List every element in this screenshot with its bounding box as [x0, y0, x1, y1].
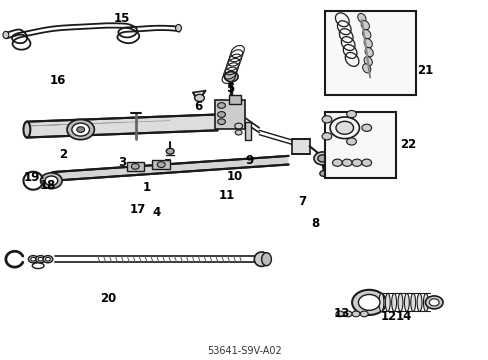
Circle shape — [317, 155, 327, 162]
Ellipse shape — [3, 31, 9, 39]
Circle shape — [157, 162, 165, 167]
Ellipse shape — [50, 172, 56, 181]
Text: 10: 10 — [226, 170, 243, 183]
Ellipse shape — [404, 293, 408, 311]
Circle shape — [344, 311, 351, 317]
Circle shape — [351, 311, 359, 317]
Circle shape — [77, 127, 84, 132]
Bar — [292, 139, 309, 154]
Circle shape — [67, 120, 94, 140]
Circle shape — [346, 111, 356, 118]
Circle shape — [43, 256, 53, 263]
Text: 4: 4 — [152, 206, 160, 219]
Circle shape — [361, 124, 371, 131]
Ellipse shape — [175, 24, 181, 32]
Text: 18: 18 — [40, 179, 56, 192]
Text: 11: 11 — [218, 189, 234, 202]
Text: 1: 1 — [142, 181, 150, 194]
Circle shape — [335, 121, 353, 134]
Circle shape — [217, 103, 225, 108]
Ellipse shape — [261, 253, 271, 266]
Bar — [228, 95, 241, 104]
Circle shape — [194, 94, 204, 102]
Ellipse shape — [361, 21, 368, 30]
Text: 21: 21 — [416, 64, 433, 77]
Ellipse shape — [416, 293, 421, 311]
Text: 14: 14 — [394, 310, 411, 323]
Circle shape — [217, 112, 225, 117]
Ellipse shape — [397, 293, 402, 311]
Ellipse shape — [23, 122, 30, 138]
Circle shape — [342, 159, 351, 166]
Circle shape — [335, 311, 343, 317]
Circle shape — [45, 176, 58, 185]
Circle shape — [428, 299, 438, 306]
Circle shape — [131, 163, 139, 169]
Ellipse shape — [362, 64, 370, 73]
Bar — [152, 160, 170, 169]
Circle shape — [28, 256, 38, 263]
Text: 3: 3 — [118, 156, 126, 168]
Circle shape — [358, 294, 379, 310]
Bar — [325, 11, 415, 95]
Ellipse shape — [224, 72, 238, 82]
Circle shape — [45, 257, 50, 261]
Ellipse shape — [254, 252, 268, 266]
Ellipse shape — [385, 293, 389, 311]
Text: 20: 20 — [100, 292, 117, 305]
Text: 6: 6 — [194, 100, 202, 113]
Circle shape — [41, 173, 62, 189]
Ellipse shape — [423, 293, 427, 311]
Ellipse shape — [362, 30, 370, 39]
Bar — [245, 122, 251, 140]
Circle shape — [351, 159, 361, 166]
Circle shape — [360, 311, 367, 317]
Circle shape — [319, 171, 327, 176]
Ellipse shape — [357, 13, 365, 23]
Circle shape — [36, 256, 45, 263]
Bar — [126, 162, 144, 171]
Text: 17: 17 — [129, 203, 146, 216]
Polygon shape — [53, 156, 288, 181]
Ellipse shape — [364, 39, 371, 48]
Circle shape — [425, 296, 442, 309]
Text: 5: 5 — [225, 82, 233, 95]
Circle shape — [351, 290, 386, 315]
Circle shape — [332, 159, 342, 166]
Ellipse shape — [410, 293, 415, 311]
Ellipse shape — [365, 48, 372, 57]
Circle shape — [235, 130, 242, 135]
Circle shape — [313, 152, 331, 165]
Circle shape — [166, 148, 174, 154]
Text: 16: 16 — [49, 75, 66, 87]
Bar — [215, 100, 245, 129]
Text: 13: 13 — [333, 307, 350, 320]
Text: 7: 7 — [298, 195, 305, 208]
Circle shape — [217, 119, 225, 125]
Circle shape — [31, 257, 36, 261]
Text: 12: 12 — [380, 310, 396, 323]
Circle shape — [361, 159, 371, 166]
Polygon shape — [27, 114, 217, 138]
Ellipse shape — [364, 57, 371, 66]
Circle shape — [346, 138, 356, 145]
Circle shape — [322, 116, 331, 123]
Circle shape — [72, 123, 89, 136]
Text: 2: 2 — [60, 148, 67, 161]
Text: 53641-S9V-A02: 53641-S9V-A02 — [207, 346, 281, 356]
Text: 8: 8 — [311, 217, 319, 230]
Circle shape — [322, 133, 331, 140]
Text: 19: 19 — [23, 171, 40, 184]
Text: 9: 9 — [245, 154, 253, 167]
Circle shape — [234, 123, 242, 129]
Circle shape — [38, 257, 43, 261]
Ellipse shape — [391, 293, 396, 311]
Bar — [325, 112, 395, 178]
Ellipse shape — [378, 293, 383, 311]
Text: 15: 15 — [114, 12, 130, 25]
Text: 22: 22 — [399, 138, 416, 150]
